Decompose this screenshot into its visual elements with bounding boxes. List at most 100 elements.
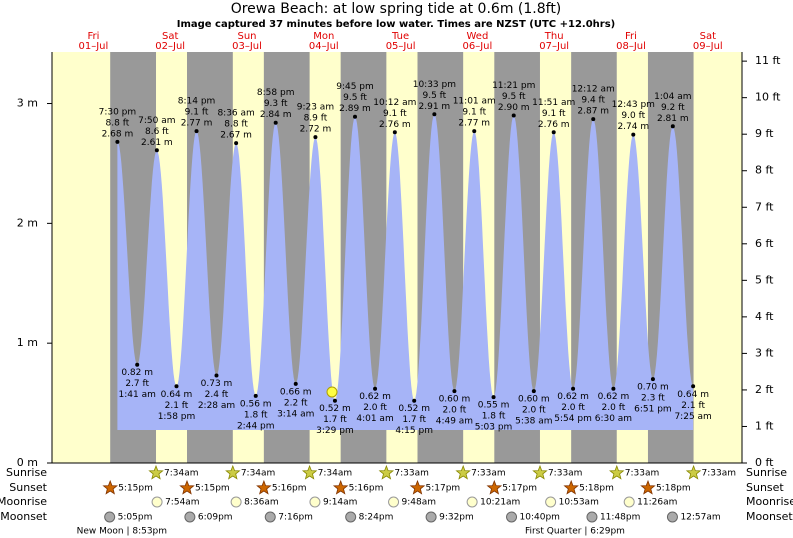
y2-tick-label: 3 ft	[755, 346, 774, 359]
tide-point	[571, 386, 576, 391]
sunset-icon	[332, 479, 349, 495]
tide-time-label: 6:51 pm	[634, 405, 672, 415]
tide-point	[273, 120, 278, 125]
tide-ft-label: 1.8 ft	[244, 410, 268, 420]
moonrise-label: 9:14am	[323, 498, 358, 508]
tide-m-label: 0.60 m	[439, 395, 471, 405]
tide-time-label: 12:12 am	[572, 85, 615, 95]
row-label-left: Moonset	[0, 510, 47, 523]
tide-ft-label: 2.0 ft	[522, 406, 546, 416]
tide-point	[353, 114, 357, 119]
tide-time-label: 8:36 am	[217, 109, 254, 119]
y2-tick-label: 5 ft	[755, 273, 774, 286]
tide-point	[670, 124, 675, 129]
moonrise-label: 11:26am	[637, 498, 677, 508]
y2-tick-label: 6 ft	[755, 237, 774, 250]
tide-point	[214, 373, 219, 378]
tide-time-label: 12:43 pm	[612, 100, 655, 110]
tide-m-label: 2.87 m	[577, 107, 609, 117]
tide-point	[332, 398, 337, 403]
tide-time-label: 5:54 pm	[554, 414, 592, 424]
moonset-icon	[345, 511, 357, 523]
tide-ft-label: 9.5 ft	[502, 92, 526, 102]
tide-point	[511, 113, 516, 118]
tide-ft-label: 9.4 ft	[581, 96, 605, 106]
tide-ft-label: 9.5 ft	[343, 93, 367, 103]
tide-ft-label: 9.1 ft	[185, 108, 209, 118]
row-label-right: Moonrise	[746, 495, 793, 508]
y2-tick-label: 4 ft	[755, 310, 774, 323]
tide-point	[650, 377, 655, 382]
day-weekday: Tue	[391, 31, 409, 42]
tide-point	[432, 112, 437, 117]
tide-time-label: 1:58 pm	[158, 412, 196, 422]
y2-tick-label: 7 ft	[755, 200, 774, 213]
sunset-label: 5:18pm	[656, 484, 691, 494]
tide-m-label: 2.91 m	[419, 102, 451, 112]
sunrise-icon	[225, 464, 241, 480]
tide-point	[194, 129, 199, 134]
tide-m-label: 0.73 m	[201, 379, 233, 389]
tide-m-label: 2.76 m	[379, 120, 411, 130]
tide-ft-label: 2.0 ft	[443, 406, 467, 416]
day-weekday: Thu	[544, 31, 564, 42]
y2-tick-label: 11 ft	[755, 54, 781, 67]
tide-point	[472, 129, 477, 134]
tide-point	[452, 389, 457, 394]
sunrise-label: 7:33am	[702, 469, 737, 479]
tide-m-label: 2.72 m	[300, 125, 332, 135]
tide-m-label: 0.62 m	[359, 392, 391, 402]
day-weekday: Wed	[466, 31, 488, 42]
tide-time-label: 2:28 am	[198, 401, 235, 411]
tide-time-label: 6:30 am	[595, 414, 632, 424]
tide-time-label: 10:33 pm	[413, 80, 456, 90]
day-date: 07–Jul	[539, 41, 569, 52]
sunset-label: 5:16pm	[272, 484, 307, 494]
tide-ft-label: 9.5 ft	[423, 91, 447, 101]
sunrise-label: 7:33am	[625, 469, 660, 479]
y2-tick-label: 8 ft	[755, 164, 774, 177]
tide-time-label: 9:45 pm	[336, 82, 374, 92]
tide-point	[154, 148, 159, 153]
tide-point	[253, 393, 258, 398]
sunset-label: 5:15pm	[195, 484, 230, 494]
chart-title: Orewa Beach: at low spring tide at 0.6m …	[231, 1, 562, 17]
moonset-icon	[104, 511, 116, 523]
tide-m-label: 2.90 m	[498, 103, 530, 113]
tide-ft-label: 2.2 ft	[284, 398, 308, 408]
tide-m-label: 0.62 m	[557, 392, 589, 402]
tide-time-label: 7:30 pm	[99, 107, 137, 117]
row-label-left: Sunrise	[6, 466, 47, 479]
moonset-label: 5:05pm	[118, 513, 153, 523]
day-weekday: Mon	[313, 31, 334, 42]
y2-tick-label: 0 ft	[755, 456, 774, 469]
tide-m-label: 2.61 m	[141, 138, 173, 148]
tide-time-label: 4:15 pm	[395, 426, 433, 436]
day-date: 05–Jul	[386, 41, 416, 52]
sunrise-label: 7:34am	[241, 469, 276, 479]
sunrise-icon	[455, 464, 471, 480]
y-tick-label: 2 m	[17, 216, 38, 229]
sunrise-label: 7:34am	[164, 469, 199, 479]
sunrise-icon	[532, 464, 548, 480]
moonrise-icon	[388, 496, 400, 508]
moon-phase-label: New Moon | 8:53pm	[77, 527, 167, 537]
tide-ft-label: 9.1 ft	[542, 109, 566, 119]
row-label-left: Moonrise	[0, 495, 47, 508]
tide-ft-label: 1.8 ft	[482, 412, 506, 422]
sunset-icon	[640, 479, 656, 495]
sunset-icon	[256, 479, 272, 495]
day-date: 06–Jul	[463, 41, 493, 52]
moonset-label: 7:16pm	[278, 513, 313, 523]
tide-m-label: 0.52 m	[319, 404, 351, 414]
day-date: 02–Jul	[155, 41, 185, 52]
tide-point	[631, 132, 636, 137]
tide-m-label: 2.68 m	[102, 129, 134, 139]
sunrise-label: 7:33am	[471, 469, 506, 479]
moonrise-icon	[545, 496, 557, 508]
tide-ft-label: 9.0 ft	[621, 111, 645, 121]
tide-ft-label: 8.9 ft	[304, 114, 328, 124]
tide-time-label: 11:21 pm	[492, 81, 535, 91]
tide-point	[531, 389, 536, 394]
